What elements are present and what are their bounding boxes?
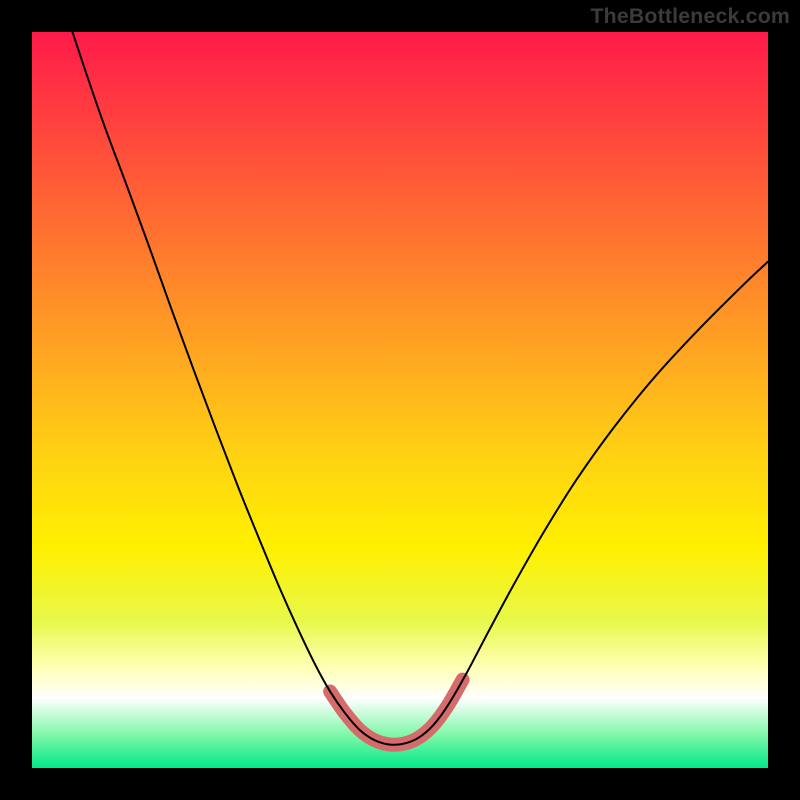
chart-svg xyxy=(0,0,800,800)
watermark-text: TheBottleneck.com xyxy=(590,4,790,29)
plot-background xyxy=(32,32,768,768)
chart-stage: TheBottleneck.com xyxy=(0,0,800,800)
